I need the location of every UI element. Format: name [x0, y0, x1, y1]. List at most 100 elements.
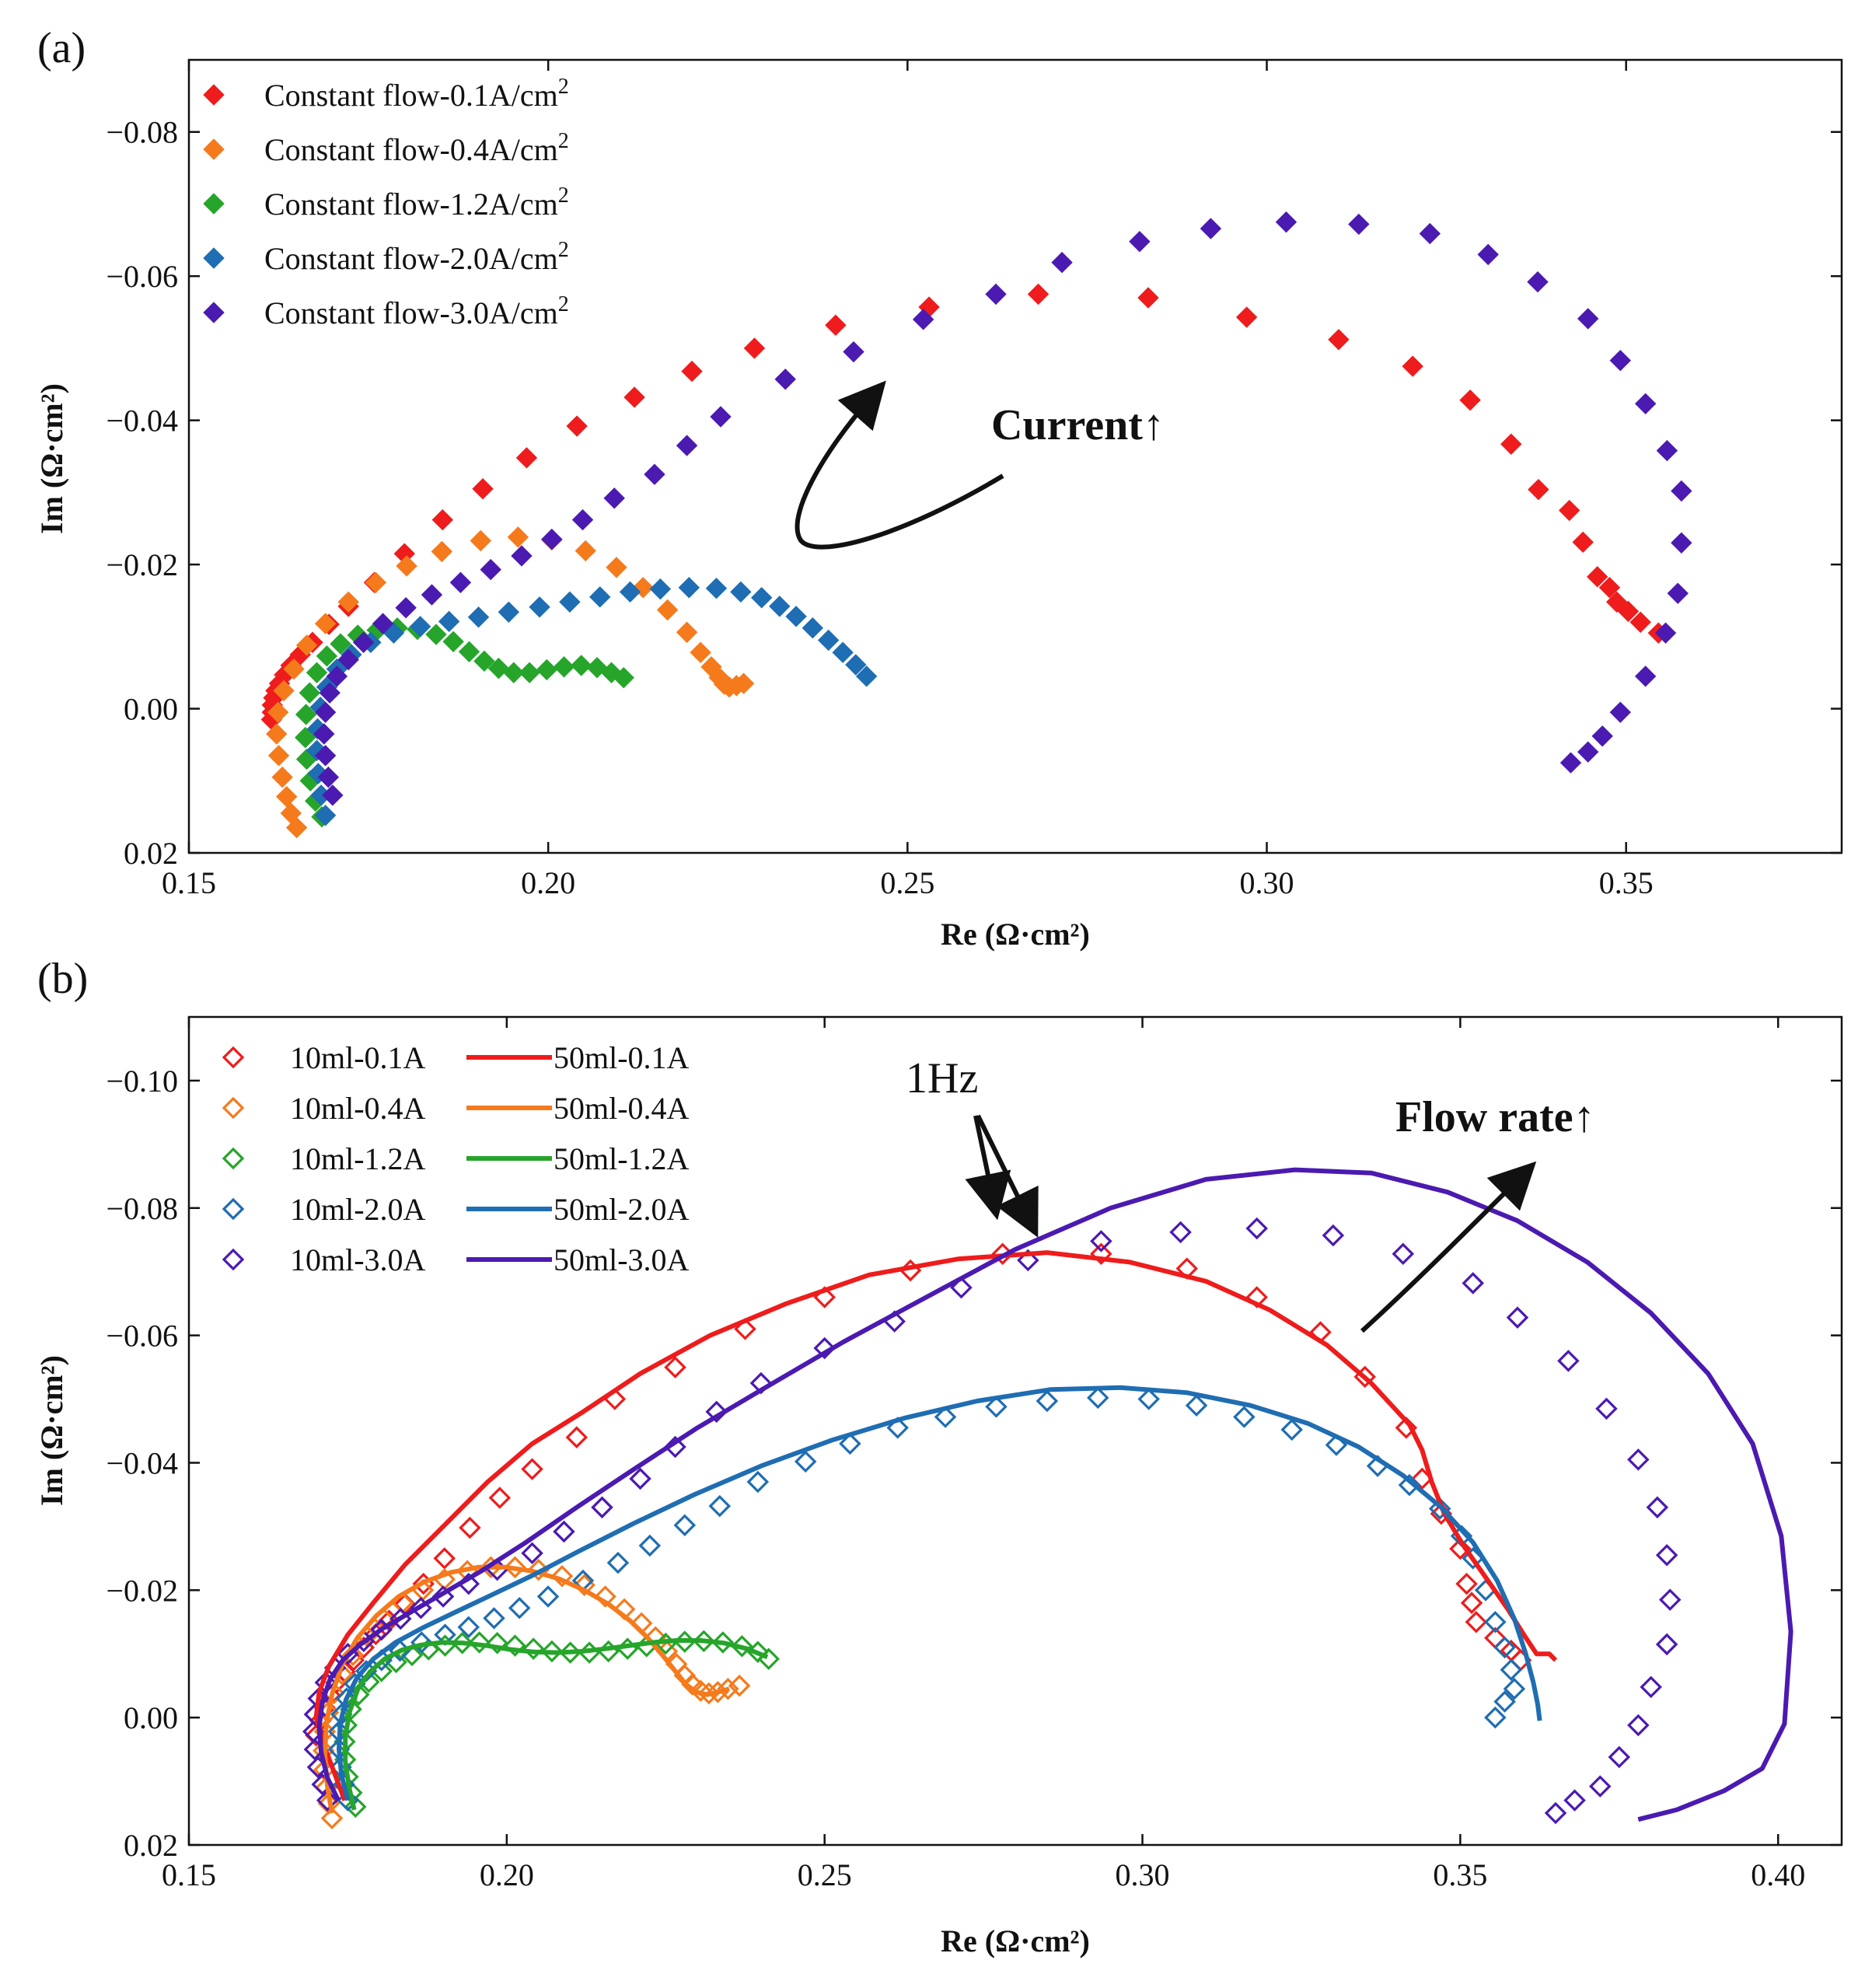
data-point: [912, 309, 934, 330]
data-point: [1090, 1230, 1112, 1253]
y-tick-label: 0.00: [124, 1700, 178, 1735]
y-tick-label: −0.06: [106, 259, 178, 294]
data-point: [1634, 393, 1657, 415]
data-point: [1617, 600, 1640, 623]
y-tick-label: −0.02: [106, 1573, 178, 1608]
data-point: [1627, 1714, 1650, 1737]
data-point: [409, 616, 431, 638]
data-point: [1595, 1397, 1618, 1420]
data-point: [486, 1632, 508, 1654]
legend-superscript: 2: [558, 183, 569, 208]
data-point: [886, 1417, 909, 1439]
data-point: [1402, 355, 1423, 377]
x-tick-label: 0.15: [162, 865, 216, 900]
data-point: [458, 641, 480, 662]
data-point: [843, 341, 864, 363]
data-point: [730, 581, 752, 603]
data-point: [480, 558, 501, 581]
data-point: [515, 447, 538, 469]
data-point: [521, 1458, 543, 1480]
y-tick-label: 0.02: [124, 836, 178, 871]
data-point: [1559, 752, 1582, 774]
flow-rate-annotation: Flow rate↑: [1395, 1093, 1595, 1141]
data-point: [1609, 701, 1632, 723]
legend-label: 10ml-1.2A: [290, 1141, 426, 1176]
data-point: [613, 666, 634, 689]
data-point: [1017, 1249, 1039, 1272]
data-point: [1200, 218, 1222, 239]
series-50ml-0.4A: [323, 1564, 730, 1814]
panel-b-axes: 0.15 0.20 0.25 0.30 0.35 0.40 −0.10 −0.08 −0.06 −…: [106, 1017, 1842, 1892]
legend-marker: [222, 1197, 245, 1221]
data-point: [1090, 1242, 1112, 1266]
legend-label: Constant flow-2.0A/cm2: [264, 238, 569, 276]
panel-a: (a) 0.15 0.20 0.25 0.30 0.35 −0.08 −0.06 −0.04 −…: [34, 24, 1843, 952]
series-Constant-flow-0.4A-cm: [266, 526, 755, 839]
data-point: [553, 656, 575, 678]
data-point: [717, 1678, 739, 1700]
flow-rate-arrow: [1360, 1161, 1537, 1333]
legend-label: 50ml-0.1A: [554, 1040, 690, 1075]
x-tick-label: 0.20: [480, 1857, 534, 1892]
data-point: [1655, 1633, 1678, 1656]
data-point: [732, 673, 755, 694]
panel-b: (b) 0.15 0.20 0.25 0.30 0.35 0.40 −0.10 −0.08 −0…: [34, 955, 1843, 1958]
data-point: [344, 1795, 367, 1819]
legend-superscript: 2: [558, 129, 569, 153]
data-point: [1465, 1611, 1488, 1633]
data-point: [553, 1520, 575, 1543]
data-point: [1500, 433, 1522, 455]
data-point: [410, 1631, 433, 1654]
legend-label: 10ml-3.0A: [290, 1242, 426, 1277]
y-tick-label: −0.02: [106, 547, 178, 582]
data-point: [337, 591, 359, 613]
data-point: [664, 1356, 686, 1378]
data-point: [295, 634, 318, 656]
x-tick-label: 0.15: [162, 1857, 216, 1892]
panel-b-legend: 10ml-0.1A 10ml-0.4A 10ml-1.2A 10ml-2.0A 10ml…: [222, 1040, 690, 1277]
data-point: [306, 662, 328, 683]
legend-marker: [203, 138, 225, 160]
data-point: [433, 1547, 456, 1570]
panel-b-data-layer: [302, 1167, 1793, 1829]
data-point: [586, 656, 608, 679]
series-10ml-0.1A: [305, 1242, 1532, 1747]
series-10ml-2.0A: [327, 1386, 1526, 1812]
x-tick-label: 0.25: [798, 1857, 852, 1892]
y-tick-label: −0.08: [106, 115, 178, 150]
data-point: [431, 508, 454, 531]
legend-label: 50ml-1.2A: [554, 1141, 690, 1176]
data-point: [591, 1496, 613, 1519]
data-point: [472, 478, 494, 500]
data-point: [632, 577, 654, 599]
data-point: [483, 1607, 505, 1630]
data-point: [1627, 1448, 1650, 1471]
data-point: [559, 591, 581, 613]
data-point: [273, 680, 295, 702]
data-point: [316, 1789, 339, 1812]
legend-marker: [203, 247, 225, 269]
data-point: [649, 578, 672, 600]
data-point: [314, 613, 337, 634]
data-point: [438, 610, 460, 633]
data-point: [681, 360, 703, 383]
frequency-arrow-right: [976, 1114, 1039, 1238]
data-point: [352, 631, 375, 653]
data-point: [656, 599, 679, 621]
data-point: [594, 1585, 616, 1608]
data-point: [421, 584, 443, 606]
legend-label: 10ml-2.0A: [290, 1192, 426, 1227]
data-point: [710, 406, 732, 428]
data-point: [606, 1551, 630, 1574]
panel-a-y-axis-title: Im (Ω·cm²): [34, 383, 69, 534]
series-50ml-2.0A: [337, 1385, 1542, 1801]
data-point: [565, 1426, 588, 1448]
data-point: [470, 529, 491, 552]
data-point: [1275, 211, 1297, 233]
data-point: [529, 596, 550, 618]
series-50ml-1.2A: [343, 1638, 769, 1811]
legend-marker: [222, 1096, 245, 1120]
data-point: [1563, 1789, 1586, 1812]
panel-b-x-axis-title: Re (Ω·cm²): [941, 1923, 1090, 1958]
y-tick-label: −0.10: [106, 1064, 178, 1099]
